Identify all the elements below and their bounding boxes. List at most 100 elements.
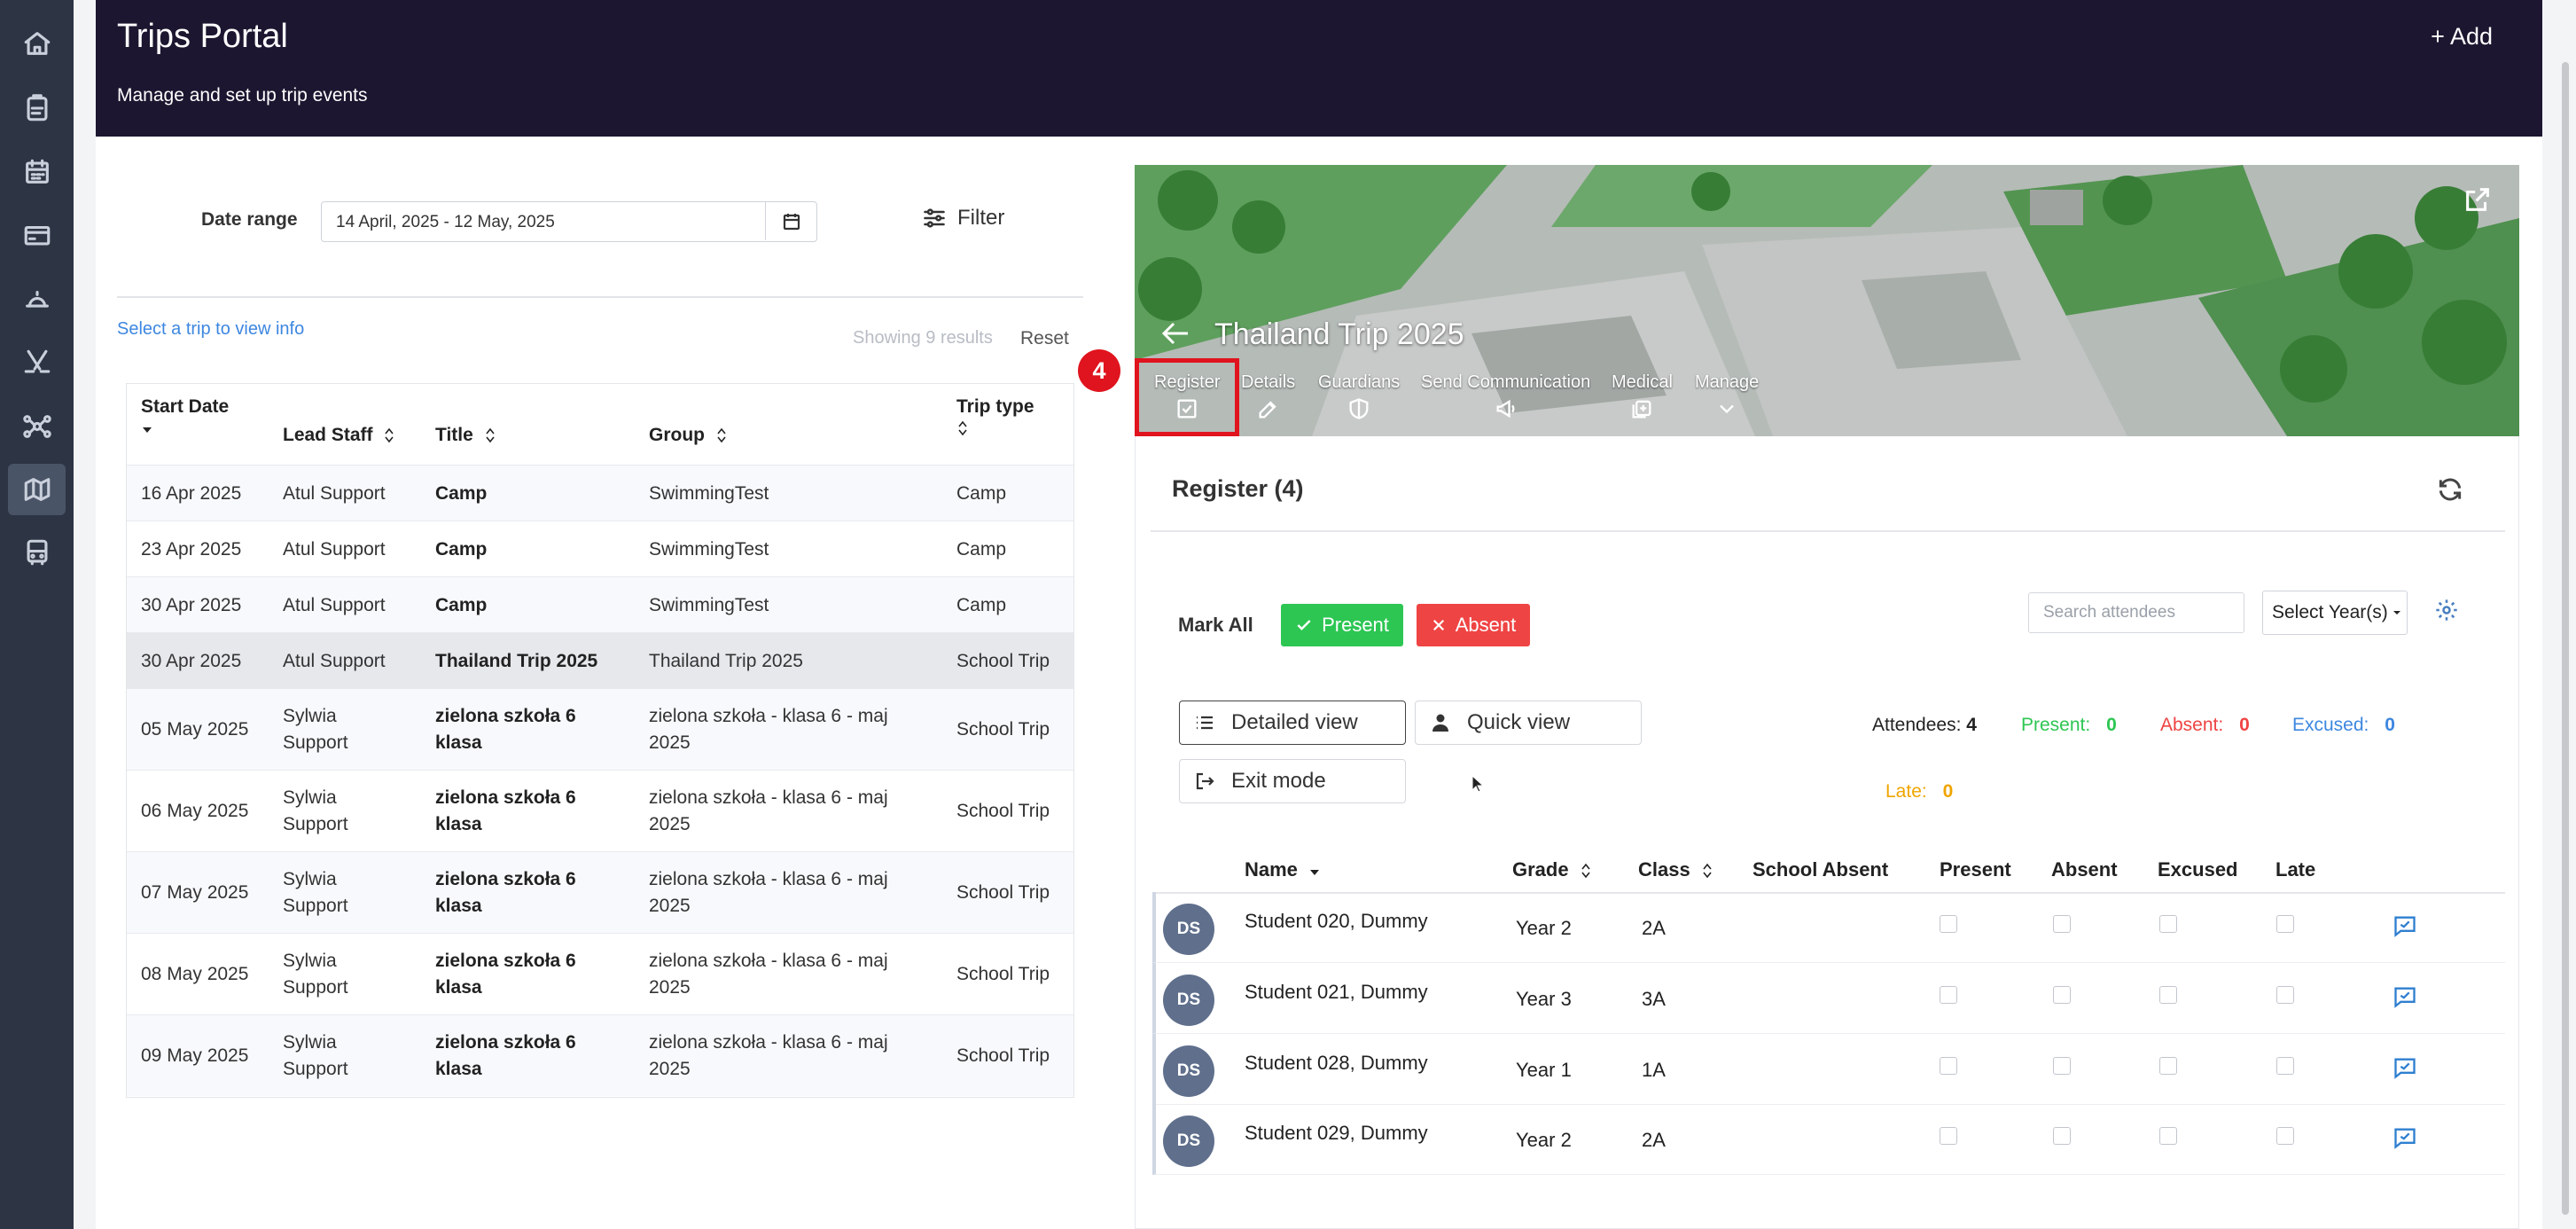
register-row[interactable] <box>1152 892 2505 963</box>
tab-register[interactable]: Register <box>1154 372 1220 421</box>
sidebar-item-services[interactable] <box>8 274 66 325</box>
table-row[interactable]: 07 May 2025 Sylwia Support zielona szkoła 6… <box>127 851 1073 933</box>
excused-checkbox[interactable] <box>2159 1127 2177 1145</box>
table-row[interactable]: 05 May 2025 Sylwia Support zielona szkoła 6… <box>127 688 1073 770</box>
tab-details[interactable]: Details <box>1241 372 1295 421</box>
exit-mode-button[interactable]: Exit mode <box>1179 759 1406 803</box>
cell-date: 08 May 2025 <box>141 964 249 984</box>
sidebar-item-clipboard[interactable] <box>8 82 66 134</box>
sidebar-item-trips[interactable] <box>8 464 66 515</box>
chevron-down-icon <box>1720 404 1734 414</box>
column-header-trip-type[interactable]: Trip type <box>956 396 1034 439</box>
column-header-excused: Excused <box>2158 858 2238 881</box>
calendar-picker-button[interactable] <box>765 202 816 240</box>
comment-icon <box>2394 1128 2416 1149</box>
column-label: Start Date <box>141 396 230 417</box>
select-year-dropdown[interactable]: Select Year(s) <box>2262 591 2408 635</box>
tab-send-communication[interactable]: Send Communication <box>1421 372 1590 421</box>
cell-group: Thailand Trip 2025 <box>649 650 803 671</box>
column-header-grade[interactable]: Grade <box>1512 858 1592 881</box>
excused-checkbox[interactable] <box>2159 915 2177 933</box>
late-checkbox[interactable] <box>2276 986 2294 1004</box>
search-attendees-input[interactable] <box>2028 592 2244 633</box>
quick-view-button[interactable]: Quick view <box>1415 701 1642 745</box>
late-checkbox[interactable] <box>2276 1127 2294 1145</box>
cell-staff: Sylwia Support <box>283 787 348 834</box>
cell-title: zielona szkoła 6 klasa <box>435 787 576 834</box>
stat-value: 0 <box>2106 715 2117 735</box>
reset-button[interactable]: Reset <box>1020 328 1069 348</box>
column-header-late: Late <box>2275 858 2316 881</box>
column-header-group[interactable]: Group <box>649 425 728 446</box>
table-row[interactable]: 16 Apr 2025 Atul Support Camp SwimmingTest C… <box>127 465 1073 521</box>
absent-checkbox[interactable] <box>2053 1057 2071 1075</box>
megaphone-icon <box>1496 399 1515 419</box>
sort-icon <box>717 428 726 443</box>
late-checkbox[interactable] <box>2276 915 2294 933</box>
present-checkbox[interactable] <box>1940 915 1957 933</box>
sidebar-item-sports[interactable] <box>8 337 66 388</box>
back-button[interactable] <box>1161 321 1190 350</box>
student-name[interactable]: Student 029, Dummy <box>1245 1122 1428 1144</box>
cell-staff: Sylwia Support <box>283 869 348 916</box>
table-row[interactable]: 30 Apr 2025 Atul Support Camp SwimmingTest C… <box>127 576 1073 632</box>
cell-date: 09 May 2025 <box>141 1045 249 1066</box>
open-external-icon[interactable] <box>2463 184 2493 219</box>
comment-button[interactable] <box>2393 984 2417 1014</box>
comment-button[interactable] <box>2393 1055 2417 1084</box>
absent-checkbox[interactable] <box>2053 986 2071 1004</box>
table-row[interactable]: 30 Apr 2025 Atul Support Thailand Trip 202… <box>127 632 1073 688</box>
tab-medical[interactable]: Medical <box>1612 372 1673 421</box>
sidebar-item-calendar[interactable] <box>8 146 66 198</box>
tab-manage[interactable]: Manage <box>1695 372 1759 421</box>
comment-button[interactable] <box>2393 1125 2417 1155</box>
register-row[interactable] <box>1152 1104 2505 1175</box>
table-row[interactable]: 08 May 2025 Sylwia Support zielona szkoła 6… <box>127 933 1073 1014</box>
sidebar-item-network[interactable] <box>8 401 66 452</box>
mark-all-absent-button[interactable]: Absent <box>1417 604 1530 646</box>
table-row[interactable]: 09 May 2025 Sylwia Support zielona szkoła 6… <box>127 1014 1073 1096</box>
absent-checkbox[interactable] <box>2053 915 2071 933</box>
refresh-button[interactable] <box>2436 475 2464 508</box>
mark-all-label: Mark All <box>1178 614 1253 636</box>
mark-all-present-button[interactable]: Present <box>1281 604 1403 646</box>
tab-guardians[interactable]: Guardians <box>1318 372 1400 421</box>
student-grade: Year 3 <box>1516 988 1572 1010</box>
column-header-start-date[interactable]: Start Date <box>141 396 229 439</box>
student-name[interactable]: Student 021, Dummy <box>1245 981 1428 1003</box>
detailed-view-button[interactable]: Detailed view <box>1179 701 1406 745</box>
student-name[interactable]: Student 028, Dummy <box>1245 1052 1428 1074</box>
student-grade: Year 1 <box>1516 1059 1572 1081</box>
column-header-lead-staff[interactable]: Lead Staff <box>283 425 395 446</box>
excused-checkbox[interactable] <box>2159 986 2177 1004</box>
present-checkbox[interactable] <box>1940 1127 1957 1145</box>
column-header-title[interactable]: Title <box>435 425 496 446</box>
date-range-input[interactable]: 14 April, 2025 - 12 May, 2025 <box>321 201 817 242</box>
present-checkbox[interactable] <box>1940 986 1957 1004</box>
left-sidebar <box>0 0 74 1229</box>
sidebar-item-home[interactable] <box>8 18 66 69</box>
column-label: Name <box>1245 858 1298 881</box>
present-checkbox[interactable] <box>1940 1057 1957 1075</box>
cell-group: SwimmingTest <box>649 594 769 615</box>
page-scrollbar[interactable] <box>2562 62 2569 1215</box>
column-header-name[interactable]: Name <box>1245 858 1321 881</box>
sidebar-item-payments[interactable] <box>8 209 66 261</box>
cell-staff: Atul Support <box>283 594 386 615</box>
register-row[interactable] <box>1152 1034 2505 1105</box>
excused-checkbox[interactable] <box>2159 1057 2177 1075</box>
table-row[interactable]: 23 Apr 2025 Atul Support Camp SwimmingTest C… <box>127 521 1073 576</box>
late-checkbox[interactable] <box>2276 1057 2294 1075</box>
add-button[interactable]: + Add <box>2431 23 2493 50</box>
student-name[interactable]: Student 020, Dummy <box>1245 910 1428 932</box>
absent-checkbox[interactable] <box>2053 1127 2071 1145</box>
register-row[interactable] <box>1152 963 2505 1034</box>
comment-button[interactable] <box>2393 913 2417 943</box>
select-trip-hint[interactable]: Select a trip to view info <box>117 319 305 339</box>
sidebar-item-transport[interactable] <box>8 527 66 578</box>
trip-title: Thailand Trip 2025 <box>1214 317 1464 351</box>
settings-button[interactable] <box>2434 598 2459 627</box>
filter-button[interactable]: Filter <box>922 206 1004 231</box>
column-header-class[interactable]: Class <box>1638 858 1713 881</box>
table-row[interactable]: 06 May 2025 Sylwia Support zielona szkoła 6… <box>127 770 1073 851</box>
